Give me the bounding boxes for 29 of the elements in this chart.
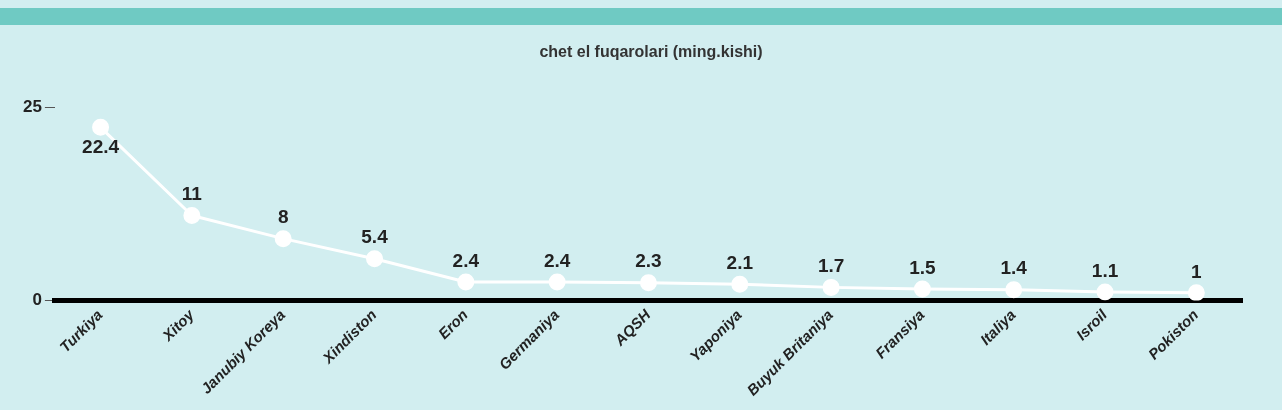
data-label: 1.5: [909, 256, 937, 278]
y-tick-label: 25: [22, 96, 42, 116]
data-label: 2.1: [726, 252, 754, 274]
point: [639, 274, 657, 292]
data-label: 2.4: [543, 249, 571, 271]
point: [913, 280, 931, 298]
data-label: 2.4: [452, 249, 480, 271]
data-label: 22.4: [82, 136, 120, 158]
chart-title: chet el fuqarolari (ming.kishi): [539, 43, 763, 61]
point: [1096, 283, 1114, 301]
y-tick-label: 0: [32, 290, 42, 310]
data-label: 1.7: [817, 255, 845, 277]
point: [1005, 281, 1023, 299]
point: [457, 273, 475, 291]
point: [366, 250, 384, 268]
point: [731, 275, 749, 293]
point: [822, 278, 840, 296]
point: [1187, 284, 1205, 301]
point: [92, 118, 110, 136]
point: [548, 273, 566, 291]
data-label: 1.1: [1091, 259, 1119, 281]
data-label: 1.4: [1000, 257, 1028, 279]
point: [183, 206, 201, 224]
data-label: 2.3: [635, 250, 662, 272]
data-label: 8: [277, 206, 289, 228]
data-label: 1: [1191, 260, 1203, 282]
data-label: 5.4: [361, 226, 389, 248]
data-label: 11: [181, 183, 203, 205]
point: [274, 230, 292, 248]
